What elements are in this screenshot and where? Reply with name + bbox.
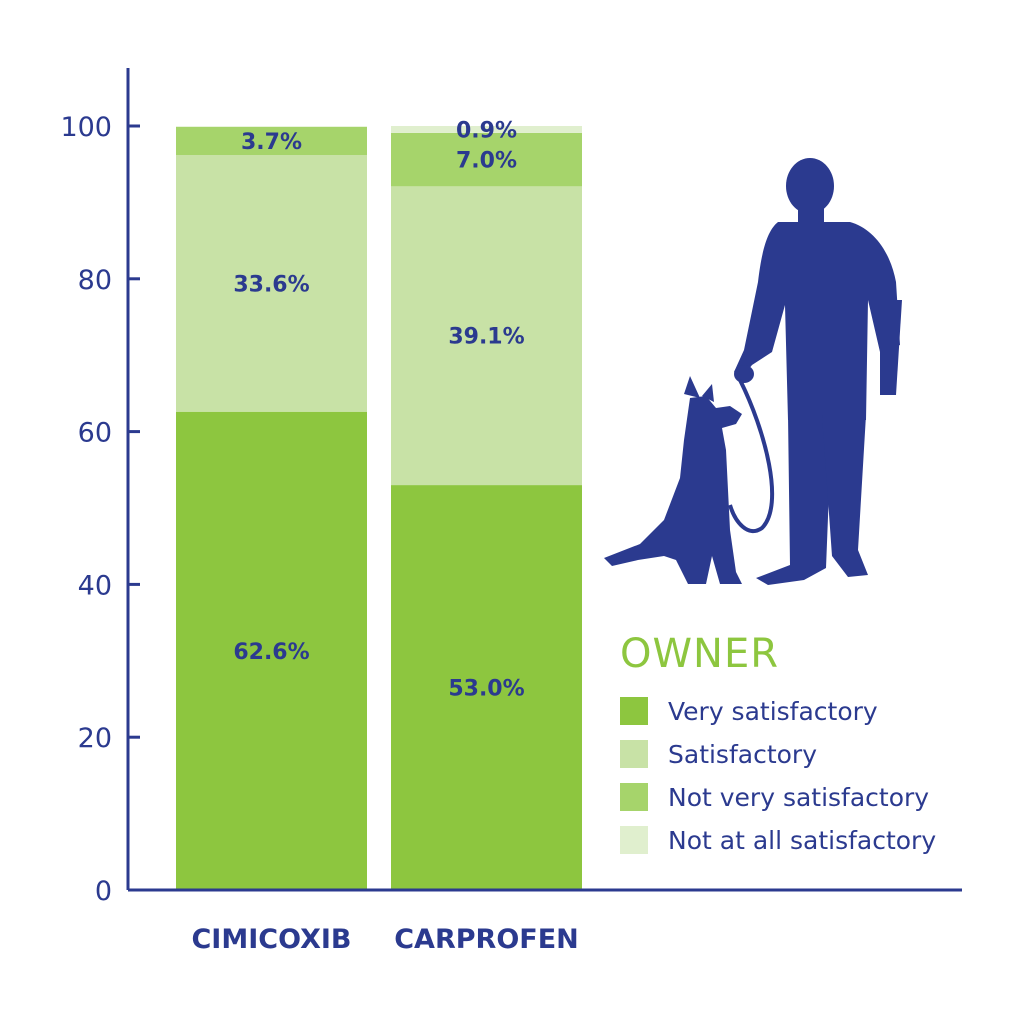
bar-value-label: 62.6%	[233, 640, 309, 665]
legend-swatch-not-very-satisfactory	[620, 783, 648, 811]
bar-value-label: 3.7%	[241, 130, 302, 155]
bar-value-label: 33.6%	[233, 272, 309, 297]
bar-value-label: 53.0%	[448, 677, 524, 702]
value-labels-layer: 62.6% 33.6% 3.7% 53.0% 39.1% 7.0% 0.9%	[233, 118, 524, 701]
legend-swatch-satisfactory	[620, 740, 648, 768]
y-tick-label: 0	[95, 876, 112, 907]
legend-label-satisfactory: Satisfactory	[668, 740, 817, 769]
bar-segment	[391, 186, 582, 486]
bar-segment	[176, 155, 367, 412]
legend-title: OWNER	[620, 631, 779, 677]
legend-swatch-not-at-all-satisfactory	[620, 826, 648, 854]
legend: OWNER Very satisfactory Satisfactory Not…	[620, 631, 936, 855]
legend-label-not-at-all-satisfactory: Not at all satisfactory	[668, 826, 936, 855]
bar-value-label: 7.0%	[456, 149, 517, 174]
axes	[126, 68, 962, 892]
category-labels: CIMICOXIB CARPROFEN	[191, 924, 578, 955]
category-label: CIMICOXIB	[191, 924, 351, 955]
bar-segment	[391, 485, 582, 890]
y-tick-label: 60	[78, 418, 112, 449]
category-label: CARPROFEN	[394, 924, 579, 955]
legend-label-very-satisfactory: Very satisfactory	[668, 697, 878, 726]
bar-segment	[176, 411, 367, 890]
y-ticks: 0 20 40 60 80 100	[60, 112, 140, 907]
y-tick-label: 80	[78, 265, 112, 296]
bar-value-label: 0.9%	[456, 118, 517, 143]
legend-swatch-very-satisfactory	[620, 697, 648, 725]
legend-label-not-very-satisfactory: Not very satisfactory	[668, 783, 929, 812]
bar-value-label: 39.1%	[448, 325, 524, 350]
y-tick-label: 20	[78, 723, 112, 754]
owner-with-dog-silhouette-icon	[604, 158, 902, 585]
bar-segment	[391, 126, 582, 133]
y-tick-label: 40	[78, 570, 112, 601]
bars-layer	[176, 126, 582, 890]
y-tick-label: 100	[60, 112, 112, 143]
bar-segment	[391, 132, 582, 187]
bar-segment	[176, 126, 367, 156]
